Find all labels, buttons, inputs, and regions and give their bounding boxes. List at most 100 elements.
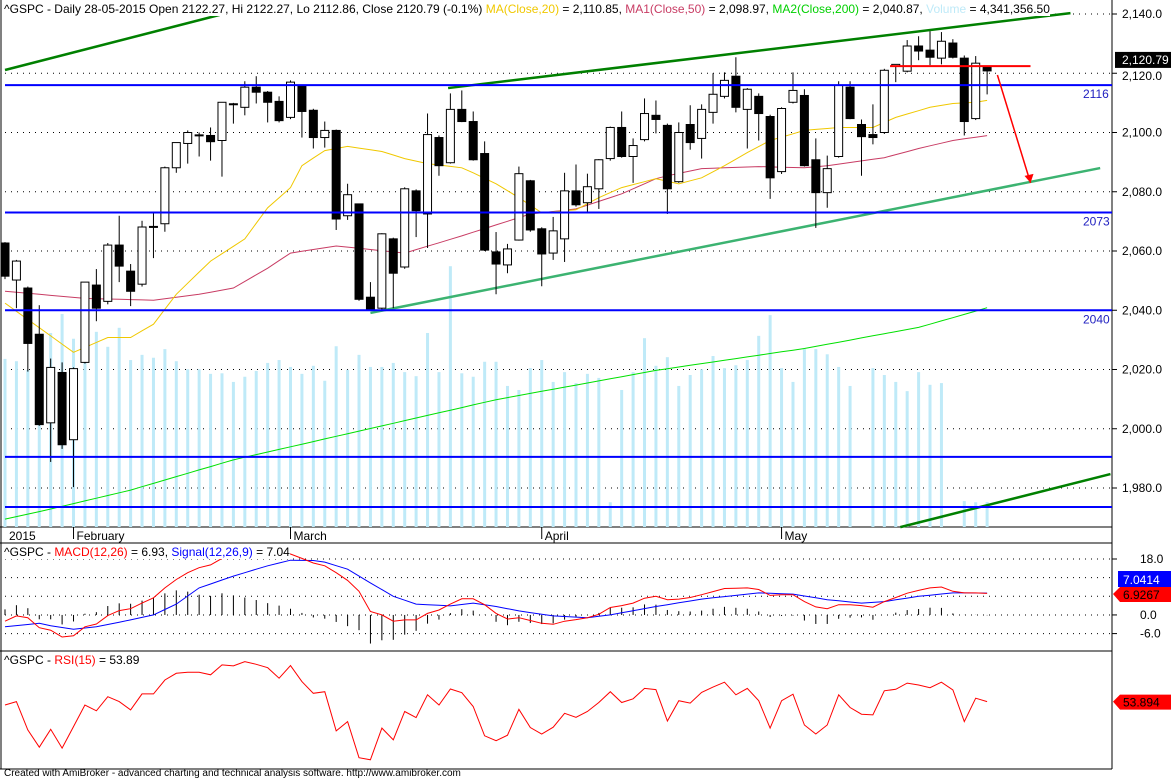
- support-trendline[interactable]: [370, 166, 1101, 315]
- volume-bar: [448, 266, 452, 527]
- candle[interactable]: [228, 102, 238, 124]
- candle[interactable]: [697, 104, 707, 159]
- candle[interactable]: [480, 141, 490, 251]
- candle[interactable]: [468, 111, 478, 161]
- candle[interactable]: [685, 105, 695, 150]
- candle[interactable]: [514, 166, 524, 241]
- candle[interactable]: [308, 108, 318, 149]
- candle[interactable]: [525, 179, 535, 232]
- candle[interactable]: [457, 90, 467, 123]
- candle[interactable]: [936, 32, 946, 65]
- candle[interactable]: [560, 172, 570, 262]
- candle[interactable]: [69, 367, 79, 488]
- candle[interactable]: [0, 242, 10, 280]
- candle[interactable]: [879, 68, 889, 134]
- volume-bar: [528, 368, 532, 527]
- volume-bar: [597, 377, 601, 527]
- candle[interactable]: [948, 39, 958, 59]
- candle[interactable]: [286, 80, 295, 120]
- candle[interactable]: [502, 243, 512, 274]
- candle[interactable]: [114, 215, 124, 283]
- ma20-line: [4, 99, 988, 353]
- candle[interactable]: [206, 127, 216, 161]
- resistance-trendline[interactable]: [900, 472, 1111, 529]
- candle[interactable]: [11, 259, 21, 309]
- candle[interactable]: [320, 121, 330, 148]
- candle[interactable]: [571, 164, 581, 207]
- candle[interactable]: [91, 269, 101, 322]
- candle[interactable]: [548, 216, 558, 260]
- candle[interactable]: [651, 100, 661, 134]
- candle[interactable]: [605, 126, 615, 161]
- candle[interactable]: [594, 159, 604, 209]
- candle[interactable]: [388, 237, 398, 309]
- price-tick-label: 2,120.0: [1122, 69, 1162, 83]
- candle[interactable]: [23, 286, 33, 372]
- candle[interactable]: [902, 40, 912, 73]
- candle[interactable]: [799, 89, 809, 167]
- candle[interactable]: [640, 98, 650, 142]
- candle[interactable]: [537, 227, 547, 287]
- candle[interactable]: [742, 88, 752, 149]
- candle[interactable]: [491, 232, 501, 295]
- candle[interactable]: [434, 135, 444, 176]
- candle[interactable]: [240, 81, 250, 116]
- candle[interactable]: [343, 183, 353, 220]
- candle[interactable]: [217, 101, 227, 177]
- candle[interactable]: [811, 138, 821, 228]
- candle[interactable]: [160, 166, 170, 232]
- candle[interactable]: [982, 66, 992, 95]
- candle[interactable]: [582, 173, 592, 213]
- candle[interactable]: [628, 138, 638, 183]
- candle-body-up: [69, 368, 79, 441]
- candle-body-up: [879, 69, 889, 133]
- candle[interactable]: [959, 55, 969, 136]
- candle[interactable]: [137, 220, 147, 287]
- candle[interactable]: [617, 111, 627, 158]
- candle[interactable]: [777, 107, 787, 174]
- candle[interactable]: [914, 36, 924, 61]
- candle[interactable]: [788, 72, 798, 104]
- candle[interactable]: [400, 187, 410, 269]
- candle[interactable]: [34, 305, 44, 426]
- candle[interactable]: [171, 142, 181, 173]
- candle[interactable]: [80, 281, 90, 364]
- candle[interactable]: [708, 73, 718, 124]
- candle[interactable]: [126, 264, 136, 307]
- candle[interactable]: [194, 132, 204, 157]
- candle[interactable]: [148, 212, 158, 259]
- candle[interactable]: [251, 76, 261, 104]
- red-arrow-icon[interactable]: [996, 74, 1032, 184]
- candle[interactable]: [57, 362, 67, 449]
- candle[interactable]: [331, 129, 341, 230]
- candle[interactable]: [103, 243, 113, 305]
- candle[interactable]: [868, 104, 878, 145]
- candle[interactable]: [445, 93, 455, 164]
- candle[interactable]: [274, 96, 284, 123]
- candle[interactable]: [423, 113, 433, 249]
- candle[interactable]: [857, 119, 866, 176]
- candle[interactable]: [765, 114, 775, 199]
- candle[interactable]: [834, 81, 844, 158]
- candle-body-up: [171, 142, 181, 169]
- candle[interactable]: [674, 122, 684, 183]
- volume-bar: [802, 349, 806, 527]
- resistance-trendline[interactable]: [4, 13, 221, 72]
- candle[interactable]: [845, 81, 855, 120]
- candle-body-down: [845, 86, 855, 120]
- volume-bar: [734, 365, 738, 527]
- resistance-trendline[interactable]: [447, 11, 1071, 90]
- candle[interactable]: [46, 358, 56, 462]
- candle[interactable]: [377, 233, 387, 310]
- candle[interactable]: [365, 282, 375, 311]
- candle[interactable]: [925, 31, 935, 66]
- candle[interactable]: [297, 85, 307, 138]
- candle[interactable]: [754, 93, 764, 141]
- candle[interactable]: [354, 203, 364, 301]
- candle[interactable]: [263, 91, 273, 123]
- candle[interactable]: [662, 123, 672, 214]
- candle[interactable]: [822, 155, 832, 208]
- candle[interactable]: [183, 130, 193, 164]
